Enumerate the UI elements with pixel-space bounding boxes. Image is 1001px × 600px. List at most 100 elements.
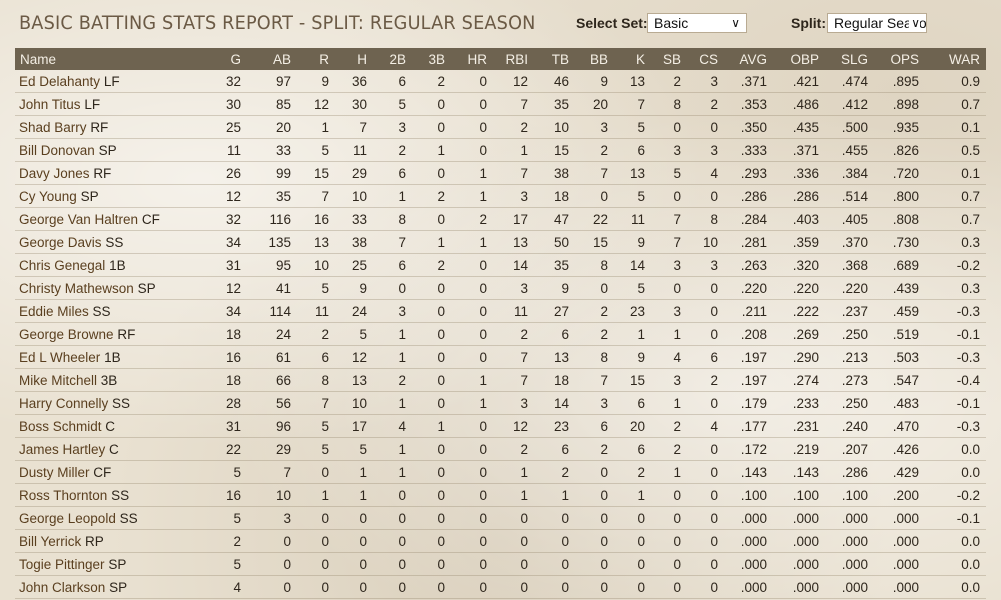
table-row[interactable]: Mike Mitchell 3B 18 66 8 13 2 0 1 7 18 7 15 3 2.197.2… xyxy=(15,368,986,392)
stat-cell-ab: 61 xyxy=(247,345,297,369)
table-row[interactable]: George Van Haltren CF 32 116 16 33 8 0 2 17 47 22 1… xyxy=(15,207,986,231)
stat-cell-cs: 0 xyxy=(687,575,724,599)
column-header-name[interactable]: Name xyxy=(15,48,201,70)
table-row[interactable]: Shad Barry RF 25 20 1 7 3 0 0 2 10 3 5 0 0.350.435.50… xyxy=(15,115,986,139)
column-header-rbi[interactable]: RBI xyxy=(493,48,534,70)
column-header-k[interactable]: K xyxy=(614,48,651,70)
player-name-cell[interactable]: George Leopold SS xyxy=(15,506,201,530)
stat-cell-hr: 0 xyxy=(451,575,493,599)
table-row[interactable]: Boss Schmidt C 31 96 5 17 4 1 0 12 23 6 20 2 4.177.23… xyxy=(15,414,986,438)
table-row[interactable]: Bill Yerrick RP 2 0 0 0 0 0 0 0 0 0 0 0 0.000.000.000… xyxy=(15,529,986,553)
player-name-cell[interactable]: Eddie Miles SS xyxy=(15,299,201,323)
player-name-cell[interactable]: Harry Connelly SS xyxy=(15,391,201,415)
player-name-link[interactable]: George Davis xyxy=(19,234,102,250)
table-row[interactable]: George Davis SS 34 135 13 38 7 1 1 13 50 15 9 7 10.28… xyxy=(15,230,986,254)
table-row[interactable]: Togie Pittinger SP 5 0 0 0 0 0 0 0 0 0 0 0 0.000.000.… xyxy=(15,552,986,576)
player-name-cell[interactable]: Davy Jones RF xyxy=(15,161,201,185)
player-name-link[interactable]: Dusty Miller xyxy=(19,464,90,480)
player-name-cell[interactable]: George Davis SS xyxy=(15,230,201,254)
stat-cell-3b: 0 xyxy=(412,115,451,139)
table-row[interactable]: Ross Thornton SS 16 10 1 1 0 0 0 1 1 0 1 0 0.100.100.… xyxy=(15,483,986,507)
player-name-cell[interactable]: Togie Pittinger SP xyxy=(15,552,201,576)
table-row[interactable]: Bill Donovan SP 11 33 5 11 2 1 0 1 15 2 6 3 3.333.371… xyxy=(15,138,986,162)
player-name-cell[interactable]: Shad Barry RF xyxy=(15,115,201,139)
player-name-link[interactable]: Chris Genegal xyxy=(19,257,106,273)
player-name-link[interactable]: George Leopold xyxy=(19,510,116,526)
player-name-cell[interactable]: Mike Mitchell 3B xyxy=(15,368,201,392)
player-name-link[interactable]: Davy Jones xyxy=(19,165,90,181)
column-header-hr[interactable]: HR xyxy=(451,48,493,70)
player-name-link[interactable]: George Van Haltren xyxy=(19,211,139,227)
player-name-link[interactable]: Ross Thornton xyxy=(19,487,108,503)
stat-cell-tb: 15 xyxy=(534,138,575,162)
table-row[interactable]: John Titus LF 30 85 12 30 5 0 0 7 35 20 7 8 2.353.486… xyxy=(15,92,986,116)
column-header-h[interactable]: H xyxy=(335,48,373,70)
player-name-link[interactable]: James Hartley xyxy=(19,441,106,457)
column-header-bb[interactable]: BB xyxy=(575,48,614,70)
player-name-link[interactable]: George Browne xyxy=(19,326,114,342)
player-name-cell[interactable]: Bill Donovan SP xyxy=(15,138,201,162)
player-name-cell[interactable]: George Browne RF xyxy=(15,322,201,346)
player-name-link[interactable]: Mike Mitchell xyxy=(19,372,98,388)
table-row[interactable]: James Hartley C 22 29 5 5 1 0 0 2 6 2 6 2 0.172.219.2… xyxy=(15,437,986,461)
player-name-link[interactable]: Togie Pittinger xyxy=(19,556,105,572)
table-row[interactable]: Eddie Miles SS 34 114 11 24 3 0 0 11 27 2 23 3 0.211.… xyxy=(15,299,986,323)
table-row[interactable]: Dusty Miller CF 5 7 0 1 1 0 0 1 2 0 2 1 0.143.143.286… xyxy=(15,460,986,484)
player-name-link[interactable]: John Titus xyxy=(19,96,81,112)
column-header-slg[interactable]: SLG xyxy=(825,48,874,70)
split-dropdown[interactable]: Regular Season ∨ xyxy=(827,13,927,33)
player-name-cell[interactable]: James Hartley C xyxy=(15,437,201,461)
player-name-link[interactable]: Eddie Miles xyxy=(19,303,89,319)
player-name-cell[interactable]: Bill Yerrick RP xyxy=(15,529,201,553)
table-row[interactable]: Davy Jones RF 26 99 15 29 6 0 1 7 38 7 13 5 4.293.336… xyxy=(15,161,986,185)
player-name-link[interactable]: John Clarkson xyxy=(19,579,106,595)
player-name-link[interactable]: Harry Connelly xyxy=(19,395,109,411)
table-row[interactable]: Ed L Wheeler 1B 16 61 6 12 1 0 0 7 13 8 9 4 6.197.290… xyxy=(15,345,986,369)
table-row[interactable]: George Browne RF 18 24 2 5 1 0 0 2 6 2 1 1 0.208.269.… xyxy=(15,322,986,346)
player-name-cell[interactable]: Cy Young SP xyxy=(15,184,201,208)
player-name-cell[interactable]: Christy Mathewson SP xyxy=(15,276,201,300)
player-name-cell[interactable]: George Van Haltren CF xyxy=(15,207,201,231)
stat-cell-avg: .333 xyxy=(724,138,773,162)
player-name-cell[interactable]: Ross Thornton SS xyxy=(15,483,201,507)
table-row[interactable]: George Leopold SS 5 3 0 0 0 0 0 0 0 0 0 0 0.000.000.0… xyxy=(15,506,986,530)
stat-cell-rbi: 17 xyxy=(493,207,534,231)
stat-cell-obp: .359 xyxy=(773,230,825,254)
player-name-link[interactable]: Bill Donovan xyxy=(19,142,95,158)
column-header-ops[interactable]: OPS xyxy=(874,48,925,70)
column-header-tb[interactable]: TB xyxy=(534,48,575,70)
player-name-link[interactable]: Christy Mathewson xyxy=(19,280,134,296)
table-row[interactable]: Harry Connelly SS 28 56 7 10 1 0 1 3 14 3 6 1 0.179.2… xyxy=(15,391,986,415)
player-name-link[interactable]: Cy Young xyxy=(19,188,77,204)
column-header-avg[interactable]: AVG xyxy=(724,48,773,70)
column-header-3b[interactable]: 3B xyxy=(412,48,451,70)
player-name-link[interactable]: Ed L Wheeler xyxy=(19,349,101,365)
player-name-cell[interactable]: Ed Delahanty LF xyxy=(15,70,201,93)
player-name-cell[interactable]: Dusty Miller CF xyxy=(15,460,201,484)
column-header-cs[interactable]: CS xyxy=(687,48,724,70)
column-header-ab[interactable]: AB xyxy=(247,48,297,70)
player-name-link[interactable]: Boss Schmidt xyxy=(19,418,102,434)
player-name-cell[interactable]: John Titus LF xyxy=(15,92,201,116)
table-row[interactable]: John Clarkson SP 4 0 0 0 0 0 0 0 0 0 0 0 0.000.000.00… xyxy=(15,575,986,599)
column-header-r[interactable]: R xyxy=(297,48,335,70)
stat-cell-war: -0.3 xyxy=(925,299,986,323)
player-name-cell[interactable]: Chris Genegal 1B xyxy=(15,253,201,277)
table-row[interactable]: Chris Genegal 1B 31 95 10 25 6 2 0 14 35 8 14 3 3.263… xyxy=(15,253,986,277)
player-name-link[interactable]: Shad Barry xyxy=(19,119,87,135)
table-row[interactable]: Cy Young SP 12 35 7 10 1 2 1 3 18 0 5 0 0.286.286.514… xyxy=(15,184,986,208)
table-row[interactable]: Christy Mathewson SP 12 41 5 9 0 0 0 3 9 0 5 0 0.220.… xyxy=(15,276,986,300)
player-name-cell[interactable]: John Clarkson SP xyxy=(15,575,201,599)
column-header-obp[interactable]: OBP xyxy=(773,48,825,70)
player-name-link[interactable]: Bill Yerrick xyxy=(19,533,82,549)
column-header-g[interactable]: G xyxy=(201,48,247,70)
column-header-sb[interactable]: SB xyxy=(651,48,687,70)
column-header-war[interactable]: WAR xyxy=(925,48,986,70)
column-header-2b[interactable]: 2B xyxy=(373,48,412,70)
player-name-cell[interactable]: Ed L Wheeler 1B xyxy=(15,345,201,369)
stat-cell-3b: 0 xyxy=(412,345,451,369)
select-set-dropdown[interactable]: Basic ∨ xyxy=(647,13,747,33)
player-name-cell[interactable]: Boss Schmidt C xyxy=(15,414,201,438)
table-row[interactable]: Ed Delahanty LF 32 97 9 36 6 2 0 12 46 9 13 2 3.371.4… xyxy=(15,70,986,93)
player-name-link[interactable]: Ed Delahanty xyxy=(19,73,101,89)
